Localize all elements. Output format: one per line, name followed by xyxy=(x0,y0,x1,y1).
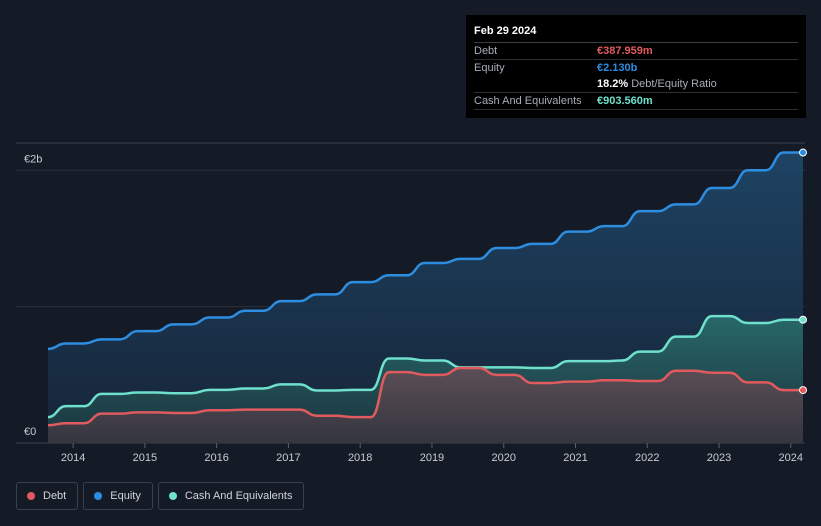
legend-item-equity[interactable]: Equity xyxy=(83,482,153,510)
x-tick-label: 2015 xyxy=(133,452,157,464)
y-tick-label: €0 xyxy=(24,426,36,438)
chart-legend: Debt Equity Cash And Equivalents xyxy=(16,482,309,510)
y-axis: €0 €2b xyxy=(24,153,42,438)
area-debt xyxy=(48,368,803,443)
tooltip-ratio-label: Debt/Equity Ratio xyxy=(631,78,717,90)
tooltip-date: Feb 29 2024 xyxy=(474,23,798,43)
legend-item-cash[interactable]: Cash And Equivalents xyxy=(157,482,305,510)
legend-label-debt: Debt xyxy=(43,490,67,502)
line-debt xyxy=(47,366,803,427)
x-tick-label: 2016 xyxy=(204,452,228,464)
series-end-markers xyxy=(799,148,807,395)
legend-label-cash: Cash And Equivalents xyxy=(184,490,293,502)
data-tooltip: Feb 29 2024 Debt €387.959m Equity €2.130… xyxy=(466,15,806,118)
tooltip-ratio-value: 18.2% xyxy=(597,78,629,90)
x-tick-label: 2023 xyxy=(707,452,731,464)
tooltip-equity-value: €2.130b xyxy=(597,62,638,74)
end-marker-cash xyxy=(799,315,807,324)
end-marker-equity xyxy=(799,148,807,157)
tooltip-debt-value: €387.959m xyxy=(597,45,653,57)
x-axis: 2014 2015 2016 2017 2018 2019 2020 2021 2022 2023… xyxy=(61,443,803,464)
x-tick-label: 2020 xyxy=(491,452,515,464)
tooltip-cash-label: Cash And Equivalents xyxy=(474,95,582,107)
tooltip-row-debt: Debt €387.959m xyxy=(474,43,798,60)
tooltip-cash-value: €903.560m xyxy=(597,95,653,107)
legend-dot-cash xyxy=(168,492,177,500)
legend-dot-debt xyxy=(27,492,35,500)
x-tick-label: 2024 xyxy=(779,452,803,464)
legend-dot-equity xyxy=(94,492,103,500)
x-tick-label: 2022 xyxy=(635,452,659,464)
end-marker-debt xyxy=(799,386,807,395)
tooltip-debt-label: Debt xyxy=(474,45,498,57)
x-tick-label: 2014 xyxy=(61,452,85,464)
line-equity xyxy=(47,151,803,351)
tooltip-row-equity: Equity €2.130b xyxy=(474,60,798,76)
x-tick-label: 2019 xyxy=(420,452,444,464)
y-tick-label: €2b xyxy=(24,153,42,165)
line-cash xyxy=(47,314,803,419)
tooltip-row-ratio: 18.2% Debt/Equity Ratio xyxy=(474,76,798,93)
series-areas xyxy=(48,152,803,443)
x-tick-label: 2017 xyxy=(276,452,300,464)
x-tick-label: 2018 xyxy=(348,452,372,464)
tooltip-equity-label: Equity xyxy=(474,62,505,74)
legend-label-equity: Equity xyxy=(110,490,141,502)
tooltip-row-cash: Cash And Equivalents €903.560m xyxy=(474,93,798,110)
legend-item-debt[interactable]: Debt xyxy=(16,482,79,510)
x-tick-label: 2021 xyxy=(563,452,587,464)
series-lines xyxy=(47,151,803,427)
